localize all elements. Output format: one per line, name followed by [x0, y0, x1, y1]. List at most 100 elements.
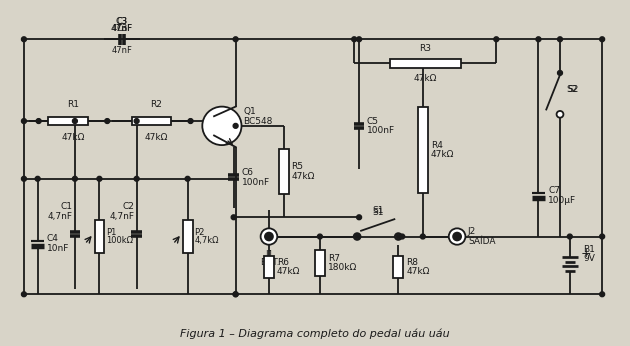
Text: 100kΩ: 100kΩ [106, 236, 134, 245]
Circle shape [455, 234, 459, 239]
Text: Q1: Q1 [243, 107, 256, 116]
Text: S1: S1 [372, 206, 384, 215]
Text: R7: R7 [328, 254, 340, 263]
Text: R8: R8 [406, 258, 418, 267]
Text: R3: R3 [419, 44, 432, 53]
Circle shape [357, 215, 362, 220]
Circle shape [21, 119, 26, 124]
Text: R6: R6 [277, 258, 289, 267]
Circle shape [352, 37, 357, 42]
Text: 4,7kΩ: 4,7kΩ [195, 236, 219, 245]
Text: P2: P2 [195, 228, 205, 237]
Circle shape [449, 228, 466, 245]
FancyBboxPatch shape [418, 107, 428, 193]
Circle shape [72, 176, 77, 181]
Text: 47nF: 47nF [112, 25, 132, 34]
Circle shape [568, 234, 572, 239]
Circle shape [420, 234, 425, 239]
Circle shape [21, 176, 26, 181]
Circle shape [134, 119, 139, 124]
Text: +: + [581, 247, 591, 260]
Text: 180kΩ: 180kΩ [328, 263, 357, 272]
Text: 47kΩ: 47kΩ [61, 133, 84, 142]
Text: C3: C3 [117, 24, 127, 33]
Text: 47kΩ: 47kΩ [277, 267, 300, 276]
Circle shape [72, 119, 77, 124]
FancyBboxPatch shape [264, 256, 274, 278]
Text: R5: R5 [292, 162, 304, 171]
Text: C3: C3 [116, 17, 128, 26]
FancyBboxPatch shape [49, 117, 88, 125]
Text: S2: S2 [566, 85, 577, 94]
Circle shape [36, 119, 41, 124]
Text: R4: R4 [431, 140, 442, 149]
Circle shape [353, 233, 360, 240]
FancyBboxPatch shape [393, 256, 403, 278]
Text: J1: J1 [266, 250, 274, 259]
Text: 47kΩ: 47kΩ [413, 74, 437, 83]
Text: B1: B1 [583, 245, 595, 254]
FancyBboxPatch shape [183, 220, 193, 253]
Text: R2: R2 [151, 100, 162, 109]
Circle shape [97, 176, 102, 181]
Circle shape [558, 37, 563, 42]
Text: 4,7nF: 4,7nF [48, 212, 73, 221]
Text: 100µF: 100µF [548, 196, 576, 205]
Circle shape [21, 37, 26, 42]
Text: BC548: BC548 [243, 117, 273, 126]
FancyBboxPatch shape [315, 250, 325, 276]
Text: 47kΩ: 47kΩ [431, 150, 454, 159]
Text: 9V: 9V [583, 254, 595, 263]
Text: S2: S2 [568, 85, 579, 94]
Circle shape [395, 233, 402, 240]
Circle shape [600, 37, 605, 42]
FancyBboxPatch shape [132, 117, 171, 125]
Circle shape [231, 215, 236, 220]
Text: C5: C5 [367, 117, 379, 126]
Text: Figura 1 – Diagrama completo do pedal uáu uáu: Figura 1 – Diagrama completo do pedal uá… [180, 329, 450, 339]
Text: 47kΩ: 47kΩ [292, 172, 315, 181]
Circle shape [261, 228, 277, 245]
Text: C3: C3 [117, 17, 127, 26]
Circle shape [21, 292, 26, 297]
FancyBboxPatch shape [94, 220, 105, 253]
Text: 47kΩ: 47kΩ [144, 133, 168, 142]
Circle shape [357, 37, 362, 42]
Text: SAÍDA: SAÍDA [468, 237, 495, 246]
Circle shape [264, 232, 274, 242]
Circle shape [494, 37, 499, 42]
Text: C2: C2 [123, 202, 135, 211]
Text: 100nF: 100nF [367, 126, 395, 135]
Circle shape [233, 292, 238, 297]
Circle shape [318, 234, 323, 239]
Text: 10nF: 10nF [47, 244, 69, 253]
Circle shape [600, 234, 605, 239]
Circle shape [400, 234, 404, 239]
Text: C7: C7 [548, 186, 560, 195]
Circle shape [233, 124, 238, 128]
Circle shape [558, 71, 563, 75]
Circle shape [355, 234, 360, 239]
Text: C1: C1 [61, 202, 73, 211]
Circle shape [185, 176, 190, 181]
FancyBboxPatch shape [390, 59, 461, 67]
Circle shape [233, 37, 238, 42]
Text: 4,7nF: 4,7nF [110, 212, 135, 221]
Circle shape [556, 111, 563, 118]
Text: 47nF: 47nF [111, 25, 133, 34]
Text: S1: S1 [372, 208, 384, 217]
Text: C6: C6 [241, 168, 253, 177]
Text: 100nF: 100nF [241, 177, 270, 186]
Circle shape [202, 107, 241, 145]
Text: R1: R1 [67, 100, 79, 109]
Circle shape [188, 119, 193, 124]
Circle shape [134, 176, 139, 181]
Text: J2: J2 [468, 227, 476, 236]
Circle shape [396, 234, 401, 239]
Circle shape [536, 37, 541, 42]
FancyBboxPatch shape [278, 149, 289, 194]
Circle shape [105, 119, 110, 124]
Circle shape [35, 176, 40, 181]
Text: C4: C4 [47, 235, 59, 244]
Text: 47kΩ: 47kΩ [406, 267, 430, 276]
